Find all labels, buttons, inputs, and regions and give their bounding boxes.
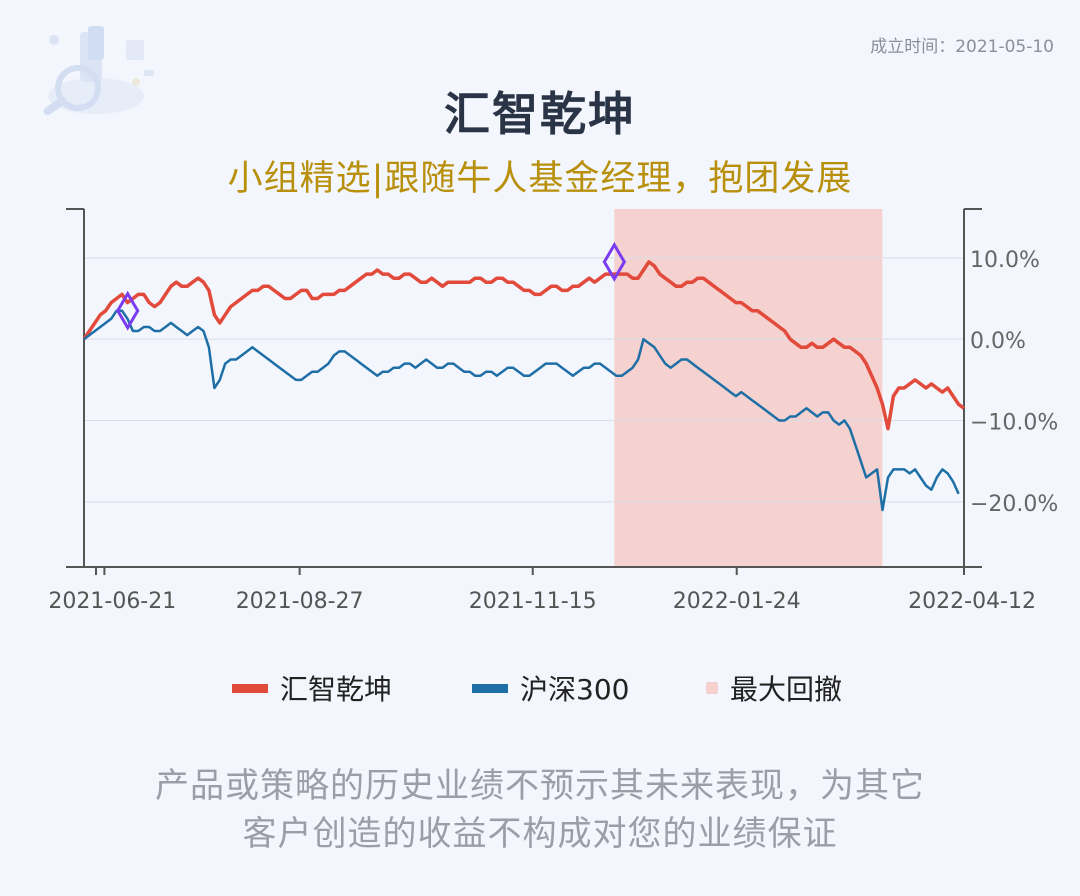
page-subtitle: 小组精选|跟随牛人基金经理，抱团发展 (227, 159, 853, 199)
established-date: 成立时间：2021-05-10 (870, 37, 1054, 57)
y-tick-label-1: 0.0% (970, 329, 1026, 354)
chart-legend: 汇智乾坤 沪深300 最大回撤 (0, 668, 1080, 708)
disclaimer-line-2: 客户创造的收益不构成对您的业绩保证 (242, 814, 838, 854)
x-tick-label-2: 2021-11-15 (469, 589, 597, 614)
fund-line (82, 260, 966, 431)
magnifier-illustration-icon (43, 26, 154, 116)
legend-item-drawdown: 最大回撤 (706, 668, 842, 708)
legend-label-fund: 汇智乾坤 (280, 673, 393, 706)
legend-swatch-fund (232, 683, 268, 693)
x-tick-label-0: 2021-06-21 (48, 589, 176, 614)
legend-swatch-index (472, 683, 508, 693)
legend-item-index: 沪深300 (472, 668, 629, 708)
x-tick-label-1: 2021-08-27 (236, 589, 364, 614)
y-tick-label-0: 10.0% (970, 248, 1040, 273)
diamond-marker-1 (602, 241, 627, 282)
legend-item-fund: 汇智乾坤 (232, 668, 392, 708)
index-line (83, 309, 960, 512)
legend-swatch-drawdown (706, 682, 718, 694)
x-tick-label-3: 2022-01-24 (673, 589, 801, 614)
legend-label-index: 沪深300 (520, 673, 630, 706)
y-tick-label-2: −10.0% (970, 411, 1058, 436)
max-drawdown-area (614, 209, 883, 567)
y-tick-label-3: −20.0% (970, 492, 1058, 517)
legend-label-drawdown: 最大回撤 (730, 673, 843, 706)
disclaimer: 产品或策略的历史业绩不预示其未来表现，为其它 客户创造的收益不构成对您的业绩保证 (0, 762, 1080, 858)
diamond-marker-0 (115, 290, 140, 331)
disclaimer-line-1: 产品或策略的历史业绩不预示其未来表现，为其它 (155, 766, 925, 806)
performance-chart: 10.0% 0.0% −10.0% −20.0% 2021-06-21 2021-08-2… (48, 208, 1058, 614)
x-tick-label-4: 2022-04-12 (908, 589, 1036, 614)
page-title: 汇智乾坤 (444, 87, 636, 141)
